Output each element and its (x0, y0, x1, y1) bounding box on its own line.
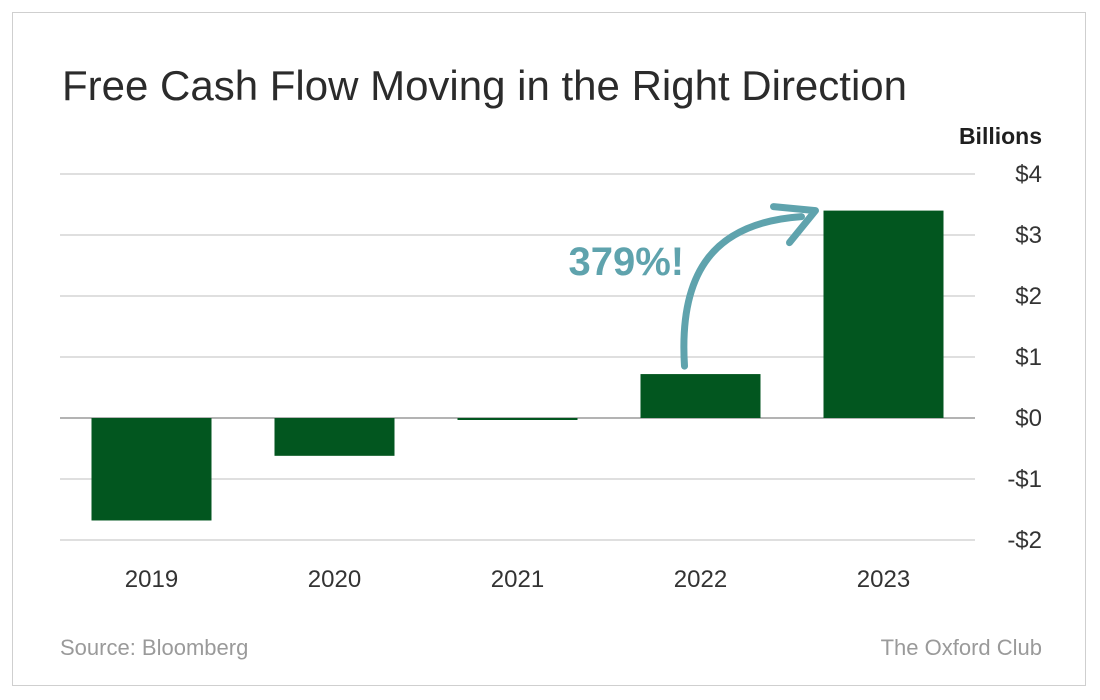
source-note: Source: Bloomberg (60, 635, 249, 660)
chart-title: Free Cash Flow Moving in the Right Direc… (62, 62, 908, 109)
bar-2019 (91, 418, 212, 521)
y-tick-label: -$2 (1007, 527, 1042, 554)
y-tick-label: -$1 (1007, 466, 1042, 493)
bar-2022 (640, 374, 761, 418)
annotation-arrow (680, 213, 805, 370)
bar-2021 (457, 418, 578, 420)
bar-2023 (823, 210, 944, 418)
annotation-label: 379%! (569, 240, 685, 284)
y-tick-label: $2 (1015, 283, 1042, 310)
bar-2020 (274, 418, 395, 456)
bars (91, 210, 944, 521)
x-tick-labels: 2019 2020 2021 2022 2023 (125, 566, 910, 593)
x-tick-label: 2020 (308, 566, 361, 593)
x-tick-label: 2021 (491, 566, 544, 593)
y-tick-label: $4 (1015, 161, 1042, 188)
x-tick-label: 2019 (125, 566, 178, 593)
brand-credit: The Oxford Club (880, 635, 1042, 660)
arrow-head-icon (770, 203, 819, 247)
y-axis-unit-label: Billions (958, 123, 1042, 149)
y-tick-label: $3 (1015, 222, 1042, 249)
growth-annotation: 379%! (569, 203, 819, 370)
x-tick-label: 2022 (674, 566, 727, 593)
x-tick-label: 2023 (857, 566, 910, 593)
y-tick-label: $1 (1015, 344, 1042, 371)
y-tick-label: $0 (1015, 405, 1042, 432)
y-tick-labels: $4 $3 $2 $1 $0 -$1 -$2 (1007, 161, 1042, 554)
